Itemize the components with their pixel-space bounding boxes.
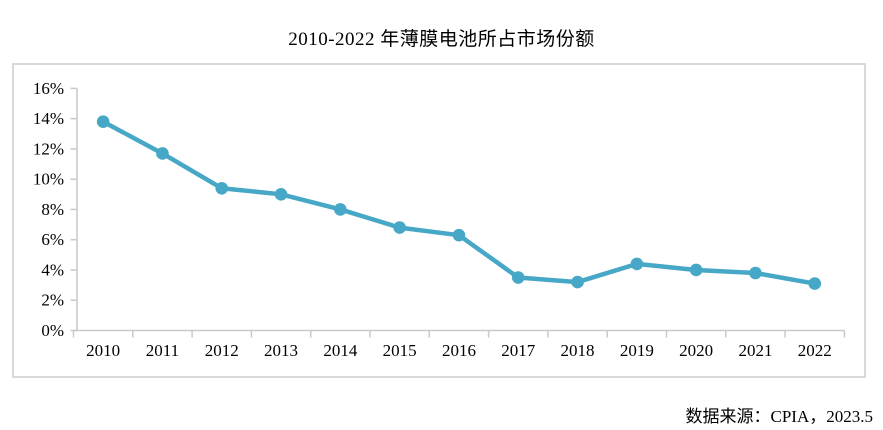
data-point	[96, 115, 110, 128]
y-tick-label: 0%	[41, 321, 64, 340]
x-tick-label: 2019	[620, 341, 654, 360]
x-tick-label: 2015	[383, 341, 417, 360]
x-tick-label: 2022	[798, 341, 832, 360]
chart-title: 2010-2022 年薄膜电池所占市场份额	[288, 29, 595, 50]
x-tick-label: 2021	[738, 341, 772, 360]
data-point	[215, 181, 229, 195]
data-point	[274, 188, 288, 201]
data-point	[689, 263, 703, 277]
x-tick-label: 2014	[323, 341, 358, 360]
x-tick-label: 2016	[442, 341, 476, 360]
x-tick-label: 2011	[146, 341, 179, 360]
data-point	[393, 221, 406, 234]
data-point	[630, 257, 644, 271]
y-tick-label: 4%	[41, 260, 64, 279]
data-point	[808, 277, 822, 290]
y-tick-label: 8%	[41, 200, 64, 219]
y-tick-label: 16%	[33, 79, 64, 98]
series-line	[100, 119, 817, 286]
data-point	[156, 147, 169, 160]
x-tick-label: 2010	[86, 341, 120, 360]
y-tick-label: 2%	[41, 291, 64, 310]
x-tick-label: 2012	[205, 341, 239, 360]
x-tick-label: 2013	[264, 341, 298, 360]
plot-frame	[12, 63, 866, 378]
data-point	[334, 203, 347, 216]
data-point	[452, 228, 466, 242]
data-point	[571, 275, 584, 289]
data-point	[511, 271, 525, 284]
x-tick-label: 2018	[561, 341, 595, 360]
y-tick-label: 6%	[41, 230, 64, 249]
y-tick-label: 14%	[33, 109, 64, 128]
data-point	[749, 266, 762, 280]
x-tick-label: 2020	[679, 341, 713, 360]
data-source-note: 数据来源：CPIA，2023.5	[685, 407, 873, 426]
y-tick-label: 12%	[33, 139, 64, 158]
x-tick-label: 2017	[501, 341, 536, 360]
y-tick-label: 10%	[33, 170, 64, 189]
